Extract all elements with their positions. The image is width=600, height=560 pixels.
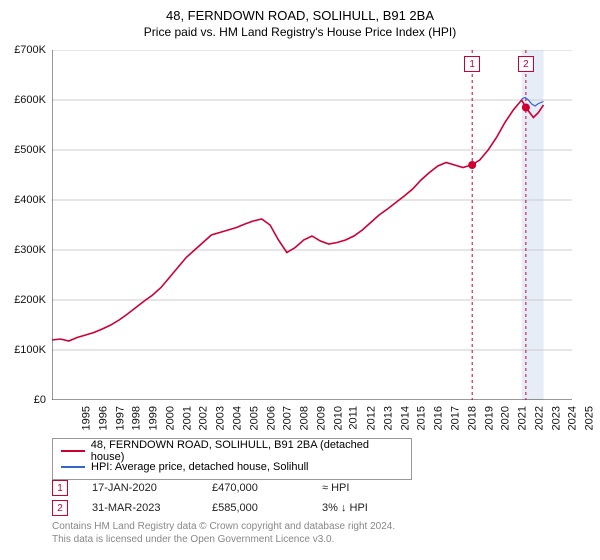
x-tick-label: 1996 xyxy=(97,406,109,430)
footer: Contains HM Land Registry data © Crown c… xyxy=(52,520,395,546)
event-row: 1 17-JAN-2020 £470,000 ≈ HPI xyxy=(52,478,422,498)
chart-title: 48, FERNDOWN ROAD, SOLIHULL, B91 2BA xyxy=(0,8,600,23)
event-marker-box: 1 xyxy=(52,480,68,496)
event-marker-box: 2 xyxy=(52,500,68,516)
annotation-marker: 2 xyxy=(518,56,534,72)
x-tick-label: 2024 xyxy=(567,406,579,430)
annotation-marker: 1 xyxy=(464,56,480,72)
y-tick-label: £0 xyxy=(34,394,46,406)
x-tick-label: 2002 xyxy=(198,406,210,430)
y-tick-label: £500K xyxy=(14,144,46,156)
event-date: 31-MAR-2023 xyxy=(92,502,212,514)
x-tick-label: 1998 xyxy=(131,406,143,430)
x-tick-label: 1997 xyxy=(114,406,126,430)
x-tick-label: 2019 xyxy=(483,406,495,430)
x-tick-label: 2022 xyxy=(533,406,545,430)
x-tick-label: 2015 xyxy=(416,406,428,430)
event-price: £470,000 xyxy=(212,482,322,494)
x-tick-label: 2007 xyxy=(282,406,294,430)
x-tick-label: 2017 xyxy=(450,406,462,430)
chart-area: £0£100K£200K£300K£400K£500K£600K£700K 19… xyxy=(52,50,572,400)
legend: 48, FERNDOWN ROAD, SOLIHULL, B91 2BA (de… xyxy=(52,438,412,480)
x-tick-label: 2021 xyxy=(517,406,529,430)
y-tick-label: £100K xyxy=(14,344,46,356)
x-tick-label: 2001 xyxy=(181,406,193,430)
event-row: 2 31-MAR-2023 £585,000 3% ↓ HPI xyxy=(52,498,422,518)
legend-label: 48, FERNDOWN ROAD, SOLIHULL, B91 2BA (de… xyxy=(91,439,403,463)
x-tick-label: 2000 xyxy=(164,406,176,430)
legend-swatch xyxy=(61,466,85,468)
x-tick-label: 1999 xyxy=(148,406,160,430)
event-diff: ≈ HPI xyxy=(322,482,422,494)
x-tick-label: 1995 xyxy=(80,406,92,430)
x-tick-label: 2003 xyxy=(215,406,227,430)
y-tick-label: £400K xyxy=(14,194,46,206)
footer-line: Contains HM Land Registry data © Crown c… xyxy=(52,520,395,533)
legend-item: 48, FERNDOWN ROAD, SOLIHULL, B91 2BA (de… xyxy=(61,443,403,459)
chart-subtitle: Price paid vs. HM Land Registry's House … xyxy=(0,25,600,39)
y-tick-label: £600K xyxy=(14,94,46,106)
y-tick-label: £700K xyxy=(14,44,46,56)
y-tick-label: £200K xyxy=(14,294,46,306)
event-price: £585,000 xyxy=(212,502,322,514)
event-marker-number: 2 xyxy=(57,503,63,514)
event-diff: 3% ↓ HPI xyxy=(322,502,422,514)
x-tick-label: 2008 xyxy=(299,406,311,430)
y-tick-label: £300K xyxy=(14,244,46,256)
x-tick-label: 2006 xyxy=(265,406,277,430)
chart-container: 48, FERNDOWN ROAD, SOLIHULL, B91 2BA Pri… xyxy=(0,0,600,560)
x-tick-label: 2009 xyxy=(315,406,327,430)
x-tick-label: 2023 xyxy=(550,406,562,430)
x-tick-label: 2005 xyxy=(248,406,260,430)
x-tick-label: 2014 xyxy=(399,406,411,430)
event-marker-number: 1 xyxy=(57,483,63,494)
x-tick-label: 2004 xyxy=(231,406,243,430)
x-tick-label: 2011 xyxy=(348,406,360,430)
x-tick-label: 2012 xyxy=(366,406,378,430)
x-tick-label: 2020 xyxy=(500,406,512,430)
x-tick-label: 2025 xyxy=(584,406,596,430)
x-tick-label: 2010 xyxy=(332,406,344,430)
line-chart-svg xyxy=(52,50,572,400)
title-block: 48, FERNDOWN ROAD, SOLIHULL, B91 2BA Pri… xyxy=(0,0,600,39)
footer-line: This data is licensed under the Open Gov… xyxy=(52,533,395,546)
event-date: 17-JAN-2020 xyxy=(92,482,212,494)
event-table: 1 17-JAN-2020 £470,000 ≈ HPI 2 31-MAR-20… xyxy=(52,478,422,518)
x-tick-label: 2018 xyxy=(466,406,478,430)
legend-swatch xyxy=(61,450,85,452)
x-tick-label: 2013 xyxy=(382,406,394,430)
legend-label: HPI: Average price, detached house, Soli… xyxy=(91,461,309,473)
x-tick-label: 2016 xyxy=(433,406,445,430)
